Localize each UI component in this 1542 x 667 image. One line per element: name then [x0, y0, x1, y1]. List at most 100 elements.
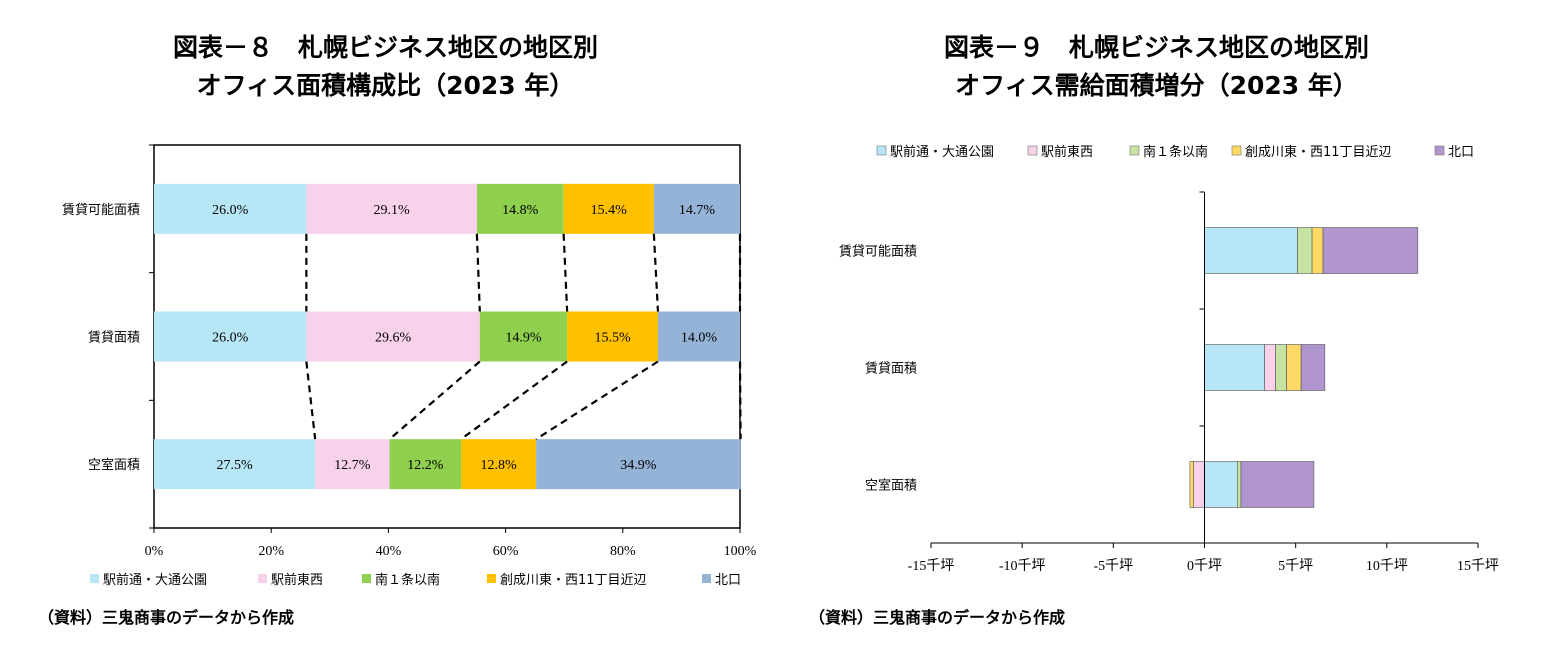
data-label: 26.0%	[212, 203, 249, 218]
bar-segment	[1204, 461, 1238, 508]
left-chart-panel: 図表－８ 札幌ビジネス地区の地区別 オフィス面積構成比（2023 年） 26.0…	[38, 33, 757, 627]
legend-label: 南１条以南	[375, 572, 440, 588]
data-label: 34.9%	[620, 458, 657, 473]
x-tick-label: 40%	[376, 544, 402, 559]
bar-segment	[1300, 344, 1326, 391]
legend-swatch	[258, 574, 267, 583]
bar-segment	[1204, 344, 1265, 391]
bar-segment	[1322, 227, 1419, 274]
category-label: 賃貸可能面積	[62, 202, 140, 218]
x-tick-label: 15千坪	[1457, 558, 1499, 574]
bar-segment	[306, 183, 477, 234]
legend-swatch	[1027, 145, 1038, 156]
bar-segment	[1297, 227, 1313, 274]
x-tick-label: 20%	[258, 544, 284, 559]
data-label: 12.7%	[334, 458, 371, 473]
data-label: 14.8%	[502, 203, 539, 218]
data-label: 14.7%	[679, 203, 716, 218]
legend-label: 駅前通・大通公園	[103, 572, 207, 588]
legend-label: 南１条以南	[1143, 144, 1208, 160]
legend-swatch	[1434, 145, 1445, 156]
legend-label: 駅前通・大通公園	[890, 144, 994, 160]
legend-label: 駅前東西	[1041, 144, 1093, 160]
bar-segment	[1275, 344, 1287, 391]
bar-segment	[1193, 461, 1205, 508]
data-label: 27.5%	[216, 458, 253, 473]
connector-line	[305, 361, 317, 440]
data-label: 12.2%	[407, 458, 444, 473]
left-chart-title-line1: 図表－８ 札幌ビジネス地区の地区別	[172, 33, 598, 62]
right-chart-title-line2: オフィス需給面積増分（2023 年）	[955, 71, 1358, 100]
x-tick-label: -15千坪	[908, 558, 955, 574]
data-label: 15.4%	[591, 203, 628, 218]
legend-label: 駅前東西	[271, 572, 323, 588]
data-label: 26.0%	[212, 331, 249, 346]
x-tick-label: 60%	[493, 544, 519, 559]
bar-segment	[389, 439, 462, 490]
legend-swatch	[1129, 145, 1140, 156]
data-label: 29.6%	[375, 331, 412, 346]
x-tick-label: 0%	[145, 544, 164, 559]
bar-segment	[315, 439, 390, 490]
x-tick-label: -5千坪	[1093, 558, 1133, 574]
bar-segment	[154, 439, 316, 490]
connector-line	[460, 360, 568, 441]
category-label: 空室面積	[88, 457, 140, 473]
left-chart-title-line2: オフィス面積構成比（2023 年）	[196, 71, 575, 100]
legend-swatch	[487, 574, 496, 583]
legend-swatch	[876, 145, 887, 156]
right-source-note: （資料）三鬼商事のデータから作成	[809, 608, 1066, 627]
bar-segment	[1237, 461, 1242, 508]
category-label: 賃貸面積	[865, 361, 917, 377]
legend-label: 北口	[1448, 145, 1474, 160]
data-label: 15.5%	[594, 331, 631, 346]
left-stacked-bar-chart: 26.0% 29.1% 14.8% 15.4% 14.7% 賃貸可能面積 26.0% 29.6…	[62, 144, 757, 588]
data-label: 14.0%	[681, 331, 718, 346]
x-tick-label: 0千坪	[1187, 558, 1222, 574]
x-tick-label: 5千坪	[1278, 558, 1313, 574]
data-label: 14.9%	[505, 331, 542, 346]
legend-swatch	[1231, 145, 1242, 156]
bar-segment	[657, 311, 740, 362]
connector-line	[738, 361, 742, 440]
data-label: 12.8%	[480, 458, 517, 473]
connector-line	[475, 233, 481, 312]
legend-swatch	[90, 574, 99, 583]
bar-segment	[563, 183, 654, 234]
connector-line	[562, 233, 569, 312]
bar-segment	[461, 439, 537, 490]
legend-label: 創成川東・西11丁目近辺	[500, 572, 647, 588]
bar-segment	[306, 311, 480, 362]
legend-swatch	[362, 574, 371, 583]
bar-segment	[1189, 461, 1194, 508]
bar-segment	[536, 439, 741, 490]
connector-line	[388, 360, 481, 441]
category-label: 賃貸可能面積	[839, 244, 917, 260]
legend-label: 北口	[715, 573, 741, 588]
legend-swatch	[702, 574, 711, 583]
category-label: 賃貸面積	[88, 330, 140, 346]
bar-segment	[653, 183, 740, 234]
legend-label: 創成川東・西11丁目近辺	[1245, 144, 1392, 160]
connector-line	[652, 233, 660, 312]
bar-segment	[479, 311, 568, 362]
right-chart-title-line1: 図表－９ 札幌ビジネス地区の地区別	[943, 33, 1369, 62]
bar-segment	[476, 183, 564, 234]
connector-line	[535, 360, 659, 441]
left-source-note: （資料）三鬼商事のデータから作成	[38, 608, 295, 627]
x-tick-label: -10千坪	[999, 558, 1046, 574]
bar-segment	[1311, 227, 1324, 274]
bar-segment	[154, 183, 307, 234]
category-label: 空室面積	[865, 478, 917, 494]
x-tick-label: 80%	[610, 544, 636, 559]
x-tick-label: 10千坪	[1366, 558, 1408, 574]
bar-segment	[1264, 344, 1276, 391]
bar-segment	[1240, 461, 1315, 508]
bar-segment	[1286, 344, 1302, 391]
bar-segment	[154, 311, 307, 362]
x-tick-label: 100%	[724, 544, 757, 559]
right-chart-panel: 図表－９ 札幌ビジネス地区の地区別 オフィス需給面積増分（2023 年） 賃貸可…	[771, 0, 1542, 667]
data-label: 29.1%	[374, 203, 411, 218]
bar-segment	[567, 311, 658, 362]
